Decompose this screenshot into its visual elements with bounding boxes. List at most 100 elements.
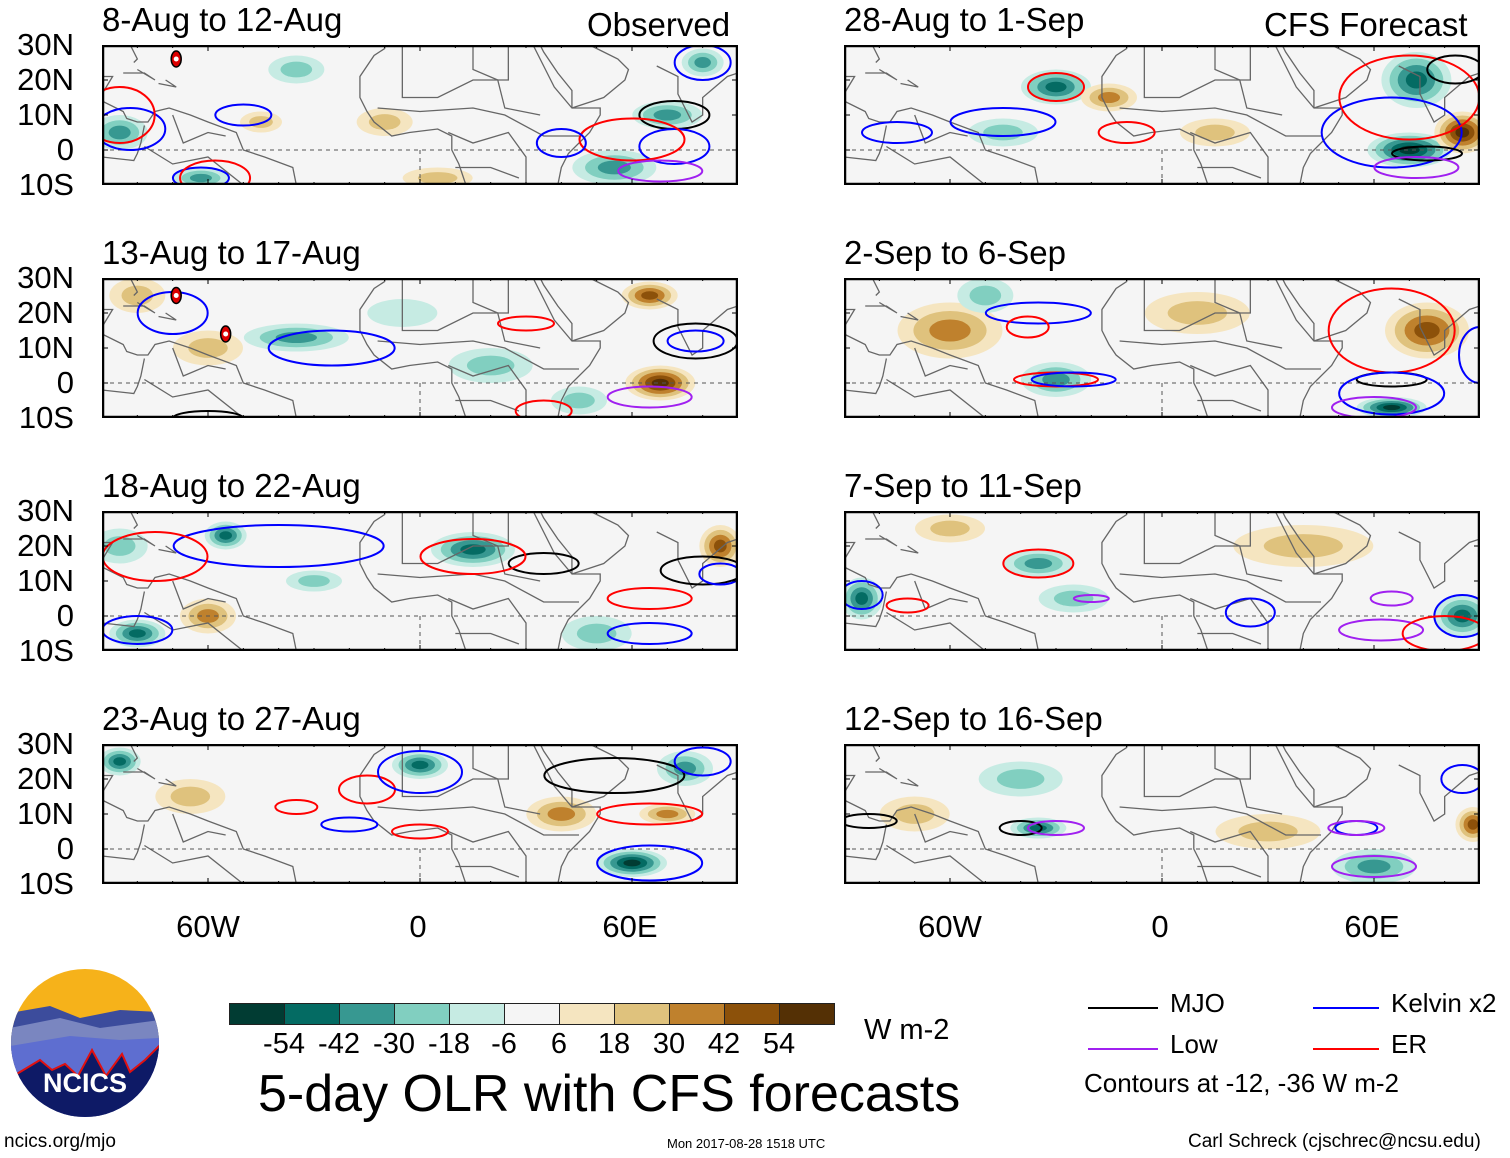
colorbar-swatch	[559, 1003, 615, 1025]
coastline	[844, 566, 1039, 651]
lat-label: 0	[56, 365, 74, 400]
contour-kelvin	[606, 622, 693, 645]
contour-er	[419, 538, 527, 575]
coastline	[472, 511, 541, 582]
olr-anomaly	[170, 786, 211, 807]
coastline	[900, 312, 919, 321]
contour-er	[497, 315, 555, 332]
coastline	[871, 511, 881, 529]
contour-er	[102, 86, 156, 144]
coastline	[144, 145, 244, 185]
contour-kelvin	[698, 562, 738, 586]
olr-anomaly	[1263, 534, 1343, 558]
panel-frame	[844, 278, 1480, 418]
lat-label: 0	[56, 598, 74, 633]
legend-line-mjo	[1088, 1006, 1158, 1009]
coastline	[532, 278, 601, 418]
olr-anomaly	[128, 629, 146, 638]
coastline	[1119, 107, 1321, 137]
coastline	[1281, 278, 1315, 341]
coastline	[1197, 399, 1262, 412]
coastline	[455, 399, 520, 412]
map-panel	[102, 278, 738, 418]
coastline	[1281, 511, 1315, 574]
olr-anomaly	[1024, 557, 1053, 570]
olr-anomaly	[1195, 124, 1235, 141]
coastline	[1101, 45, 1209, 185]
coastline	[571, 45, 630, 109]
olr-anomaly	[623, 859, 641, 867]
panel-frame	[102, 511, 738, 651]
coastline	[144, 378, 244, 418]
coastline	[571, 744, 630, 808]
olr-anomaly	[547, 807, 576, 821]
coastline	[1398, 764, 1480, 822]
colorbar-swatch	[779, 1003, 835, 1025]
olr-anomaly	[855, 592, 869, 605]
contour-mjo	[172, 410, 244, 418]
coastline	[377, 107, 579, 137]
coastline	[1274, 744, 1343, 884]
contour-low	[606, 385, 693, 409]
olr-anomaly	[930, 520, 970, 537]
olr-anomaly	[576, 623, 617, 644]
coastline	[401, 511, 509, 565]
coastline	[844, 824, 888, 861]
olr-anomaly	[969, 285, 1002, 306]
contour-kelvin	[638, 128, 711, 165]
site-url[interactable]: ncics.org/mjo	[4, 1131, 116, 1152]
lat-label: 10N	[17, 330, 74, 365]
olr-anomaly	[1167, 301, 1228, 325]
coastline	[1274, 511, 1343, 651]
lat-label: 30N	[17, 493, 74, 528]
contour-low	[1338, 618, 1425, 642]
contour-low	[1072, 594, 1110, 603]
colorbar-swatch	[394, 1003, 450, 1025]
contour-mjo	[507, 552, 580, 575]
coastline	[886, 378, 986, 418]
map-panel	[844, 744, 1480, 884]
coastline	[571, 278, 630, 342]
map-panel	[102, 744, 738, 884]
lat-label: 10N	[17, 796, 74, 831]
contour-mjo	[844, 813, 898, 829]
contour-mjo	[998, 820, 1043, 836]
map-panel	[844, 45, 1480, 185]
coastline	[844, 541, 856, 561]
coastline	[1143, 278, 1251, 332]
coastline	[1101, 278, 1209, 418]
coastline	[1398, 298, 1480, 356]
panel-title: 12-Sep to 16-Sep	[844, 700, 1103, 737]
coastline	[102, 333, 297, 418]
coastline	[1143, 45, 1251, 99]
legend-kelvin: Kelvin x2	[1313, 988, 1497, 1019]
coastline	[129, 744, 139, 762]
tropical-storm-icon	[219, 325, 232, 343]
coastline	[1214, 744, 1283, 815]
olr-anomaly	[275, 331, 318, 344]
panel-title: 7-Sep to 11-Sep	[844, 467, 1082, 504]
map-panel	[844, 511, 1480, 651]
coastline	[158, 79, 177, 88]
olr-anomaly	[641, 291, 659, 300]
lat-label: 0	[56, 831, 74, 866]
coastline	[844, 799, 1039, 884]
coastline	[455, 166, 520, 179]
panel-frame	[844, 511, 1480, 651]
tropical-storm-icon	[170, 50, 182, 68]
olr-anomaly	[1405, 71, 1427, 89]
coastline	[359, 45, 467, 185]
lat-label: 30N	[17, 726, 74, 761]
coastline	[129, 511, 139, 529]
olr-anomaly	[219, 531, 233, 540]
coastline	[172, 114, 226, 144]
observed-label: Observed	[587, 6, 731, 43]
panel-title: 2-Sep to 6-Sep	[844, 234, 1066, 271]
legend-label: MJO	[1170, 988, 1225, 1018]
coastline	[455, 632, 520, 645]
coastline	[102, 358, 146, 395]
coastline	[900, 545, 919, 554]
coastline	[844, 591, 888, 628]
colorbar-swatch	[669, 1003, 725, 1025]
coastline	[1398, 65, 1480, 123]
